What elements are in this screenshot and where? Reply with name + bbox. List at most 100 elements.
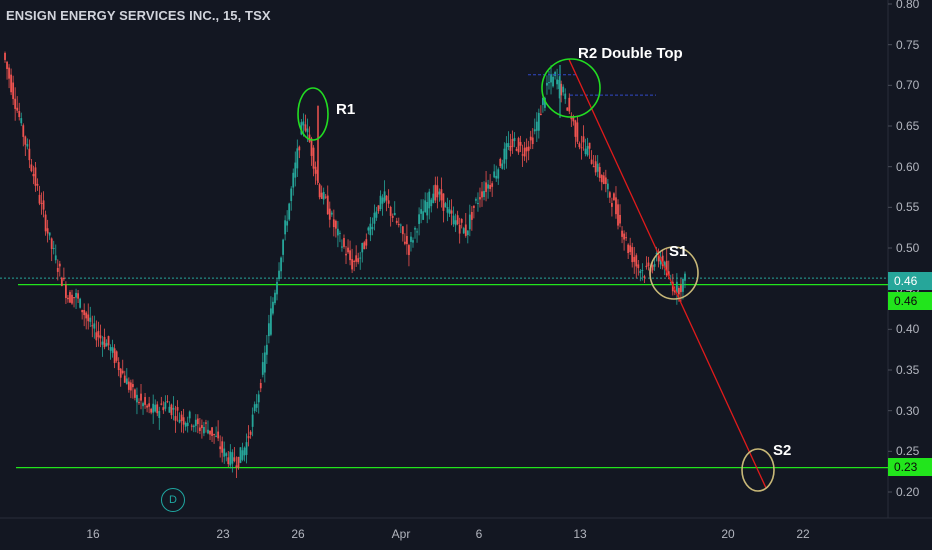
candle-body — [572, 116, 575, 122]
candle-body — [229, 451, 232, 466]
r2-circle — [541, 58, 601, 118]
candle-body — [22, 125, 25, 137]
event-marker-icon[interactable]: D — [161, 488, 185, 512]
candle-body — [62, 277, 65, 280]
candle-body — [278, 270, 280, 280]
candle-body — [680, 285, 682, 293]
candle-body — [77, 293, 79, 299]
candle-body — [288, 203, 291, 220]
candle-body — [410, 236, 412, 242]
candle-body — [14, 98, 17, 109]
candle-body — [188, 411, 191, 419]
candle-body — [677, 287, 680, 295]
y-tick-label: 0.40 — [896, 322, 920, 337]
candle-body — [359, 257, 362, 259]
candle-body — [440, 189, 443, 201]
candle-body — [328, 208, 331, 220]
candle-body — [6, 61, 8, 69]
candle-body — [574, 120, 577, 137]
candle-body — [361, 243, 364, 253]
candle-body — [336, 228, 339, 236]
candle-body — [641, 270, 644, 272]
candle-body — [639, 270, 642, 274]
candle-body — [606, 183, 609, 190]
candle-body — [466, 230, 469, 236]
candle-body — [651, 264, 654, 271]
candle-body — [548, 82, 550, 84]
candle-body — [629, 245, 632, 253]
candle-body — [44, 214, 47, 232]
candle-body — [493, 171, 496, 178]
candle-body — [24, 136, 27, 145]
candle-body — [304, 124, 307, 131]
candle-body — [631, 247, 634, 263]
candle-body — [272, 301, 274, 314]
candle-body — [28, 148, 31, 161]
candle-body — [355, 255, 358, 262]
candle-body — [576, 122, 579, 142]
candle-body — [375, 211, 378, 218]
candle-body — [231, 452, 234, 464]
candle-body — [667, 271, 670, 276]
candle-body — [83, 309, 86, 316]
candle-body — [643, 276, 646, 278]
r1-circle — [297, 87, 329, 141]
candle-body — [586, 146, 589, 156]
candle-body — [531, 137, 534, 145]
candle-body — [213, 433, 215, 435]
candle-body — [580, 147, 583, 149]
candle-body — [235, 465, 238, 468]
candle-body — [495, 175, 498, 179]
candle-body — [320, 192, 323, 199]
candle-body — [509, 145, 512, 151]
candle-body — [119, 368, 122, 378]
x-tick-label: 16 — [86, 527, 100, 541]
candle-body — [274, 292, 276, 304]
candle-body — [568, 97, 571, 112]
candle-body — [588, 142, 591, 149]
candle-body — [397, 223, 400, 226]
candle-body — [131, 384, 134, 388]
candle-body — [239, 447, 242, 463]
candle-body — [312, 147, 315, 169]
candle-body — [684, 273, 686, 281]
candle-body — [367, 227, 370, 231]
candle-body — [69, 292, 71, 303]
candle-body — [249, 431, 252, 435]
candle-body — [592, 166, 595, 168]
candle-body — [8, 67, 10, 79]
candle-body — [479, 197, 481, 200]
candle-body — [136, 394, 138, 403]
candle-body — [430, 199, 433, 207]
y-tick-label: 0.25 — [896, 444, 920, 459]
candle-body — [294, 162, 297, 178]
candle-body — [387, 200, 390, 204]
annotation-s2: S2 — [773, 442, 792, 459]
candle-body — [91, 325, 94, 327]
candle-body — [349, 250, 351, 261]
candle-body — [558, 79, 561, 90]
candle-body — [627, 244, 630, 254]
candle-body — [408, 245, 410, 256]
candle-body — [95, 332, 98, 341]
candle-body — [448, 209, 451, 214]
candle-body — [341, 246, 343, 248]
candle-body — [566, 107, 569, 111]
candle-body — [432, 193, 435, 204]
candle-body — [422, 211, 425, 220]
candle-body — [290, 188, 293, 202]
candle-body — [414, 227, 416, 230]
candle-body — [371, 226, 374, 230]
candle-body — [138, 402, 140, 404]
candle-body — [452, 215, 455, 225]
candle-body — [485, 182, 487, 192]
candle-body — [154, 404, 157, 412]
candle-body — [32, 174, 35, 177]
candle-body — [225, 453, 228, 456]
candle-body — [454, 220, 457, 226]
candle-body — [625, 237, 628, 239]
x-tick-label: 26 — [291, 527, 305, 541]
candle-body — [56, 267, 59, 272]
candle-body — [383, 191, 386, 202]
